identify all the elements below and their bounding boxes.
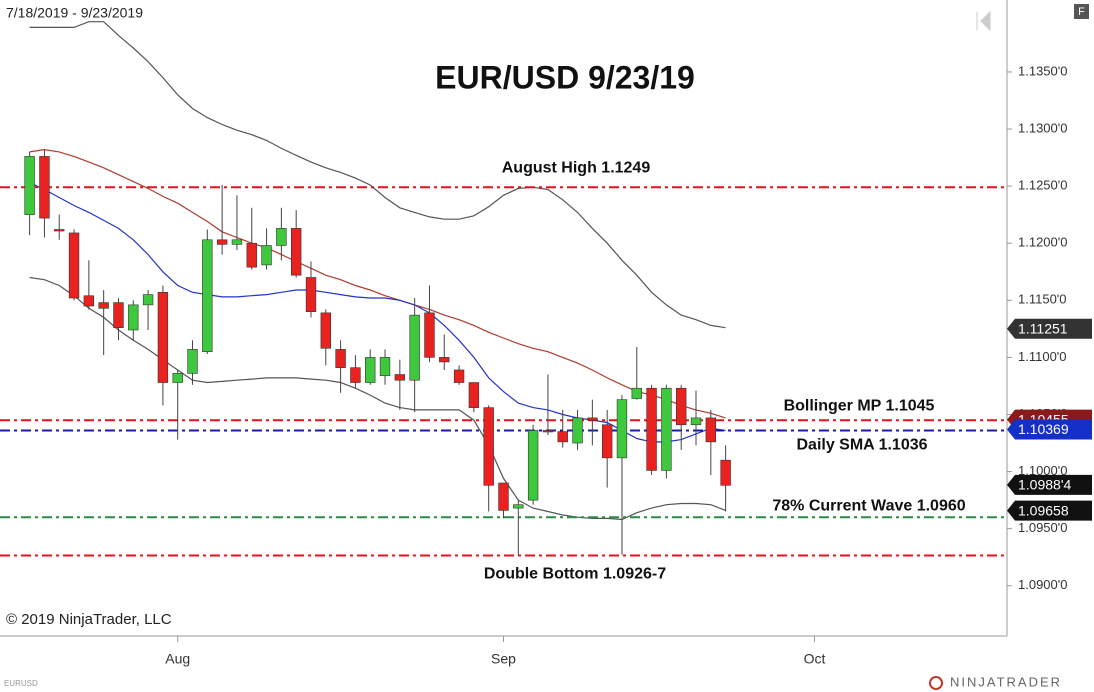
candle-body bbox=[542, 430, 554, 433]
y-tick-label: 1.0900'0 bbox=[1018, 577, 1067, 592]
corner-button-bg[interactable] bbox=[1074, 4, 1089, 19]
candle-body bbox=[409, 314, 420, 381]
candle-body bbox=[439, 357, 450, 363]
candle-body bbox=[453, 369, 465, 383]
candle-body bbox=[513, 504, 524, 509]
price-badge bbox=[1007, 318, 1092, 339]
candle-body bbox=[601, 424, 613, 459]
candle-body bbox=[498, 482, 509, 511]
candle-body bbox=[394, 374, 406, 381]
candle-body bbox=[350, 367, 361, 383]
candle-body bbox=[379, 357, 391, 376]
level-label: Bollinger MP 1.1045 bbox=[784, 397, 935, 414]
candle-body bbox=[231, 239, 243, 245]
candle-body bbox=[172, 373, 183, 383]
y-tick-label: 1.1250'0 bbox=[1018, 178, 1067, 193]
scroll-icon[interactable] bbox=[976, 10, 991, 32]
y-tick-label: 1.1150'0 bbox=[1018, 292, 1067, 307]
candle-body bbox=[335, 349, 346, 368]
candle-body bbox=[676, 387, 687, 426]
indicator-line bbox=[29, 148, 726, 419]
candle-body bbox=[365, 357, 376, 383]
level-label: Daily SMA 1.1036 bbox=[796, 437, 927, 454]
candle-body bbox=[646, 387, 657, 471]
candle-body bbox=[113, 302, 124, 329]
candle-body bbox=[424, 312, 435, 358]
candle-body bbox=[661, 387, 672, 471]
candle-body bbox=[261, 245, 272, 266]
candle-body bbox=[39, 156, 50, 219]
brand: NINJATRADER bbox=[950, 674, 1062, 689]
candle-body bbox=[690, 417, 702, 426]
y-tick-label: 1.1300'0 bbox=[1018, 120, 1067, 135]
x-tick-label: Aug bbox=[165, 651, 190, 667]
candle-body bbox=[468, 382, 480, 408]
candle-body bbox=[128, 304, 139, 331]
candle-body bbox=[24, 156, 35, 215]
candle-body bbox=[527, 430, 539, 501]
candle-body bbox=[202, 239, 213, 352]
price-badge bbox=[1007, 474, 1092, 495]
candle-body bbox=[83, 295, 95, 307]
candle-body bbox=[720, 459, 731, 486]
price-badge-label: 1.11251 bbox=[1018, 320, 1068, 336]
indicator-line bbox=[29, 21, 726, 329]
candle-body bbox=[705, 417, 717, 443]
y-tick-label: 1.1200'0 bbox=[1018, 235, 1067, 250]
candle-body bbox=[587, 417, 598, 421]
price-badge-label: 1.09658 bbox=[1018, 502, 1069, 518]
chart-title: EUR/USD 9/23/19 bbox=[435, 59, 695, 95]
candle-body bbox=[572, 417, 583, 444]
copyright: © 2019 NinjaTrader, LLC bbox=[6, 611, 172, 628]
candle-body bbox=[68, 232, 80, 299]
price-badge bbox=[1007, 500, 1092, 521]
level-label: 78% Current Wave 1.0960 bbox=[772, 497, 965, 514]
candle-body bbox=[187, 349, 198, 374]
candle-body bbox=[246, 242, 257, 268]
corner-button[interactable]: F bbox=[1078, 6, 1085, 18]
date-range: 7/18/2019 - 9/23/2019 bbox=[6, 5, 143, 21]
y-tick-label: 1.0950'0 bbox=[1018, 520, 1067, 535]
candle-body bbox=[557, 431, 568, 443]
price-badge bbox=[1007, 419, 1092, 440]
candle-body bbox=[320, 312, 331, 349]
candle-body bbox=[98, 302, 109, 309]
y-tick-label: 1.1000'0 bbox=[1018, 463, 1067, 478]
indicator-line bbox=[29, 182, 726, 443]
candle-body bbox=[290, 228, 302, 276]
candle-body bbox=[216, 239, 228, 245]
x-tick-label: Sep bbox=[491, 651, 516, 667]
candle-body bbox=[616, 399, 628, 459]
candle-body bbox=[54, 229, 65, 232]
level-label: August High 1.1249 bbox=[502, 159, 651, 176]
level-label: Double Bottom 1.0926-7 bbox=[484, 566, 666, 583]
indicator-line bbox=[29, 276, 726, 521]
candle-body bbox=[631, 387, 642, 399]
y-tick-label: 1.1100'0 bbox=[1018, 349, 1067, 364]
candle-body bbox=[142, 294, 154, 306]
symbol: EURUSD bbox=[4, 679, 38, 688]
x-tick-label: Oct bbox=[804, 651, 826, 667]
price-badge-label: 1.10369 bbox=[1018, 421, 1069, 437]
candle-body bbox=[276, 228, 287, 246]
brand-logo bbox=[929, 676, 943, 690]
y-tick-label: 1.1350'0 bbox=[1018, 63, 1067, 78]
candle-body bbox=[483, 407, 494, 486]
price-badge-label: 1.0988'4 bbox=[1018, 477, 1071, 493]
candle-body bbox=[157, 292, 169, 383]
candle-body bbox=[305, 277, 317, 313]
